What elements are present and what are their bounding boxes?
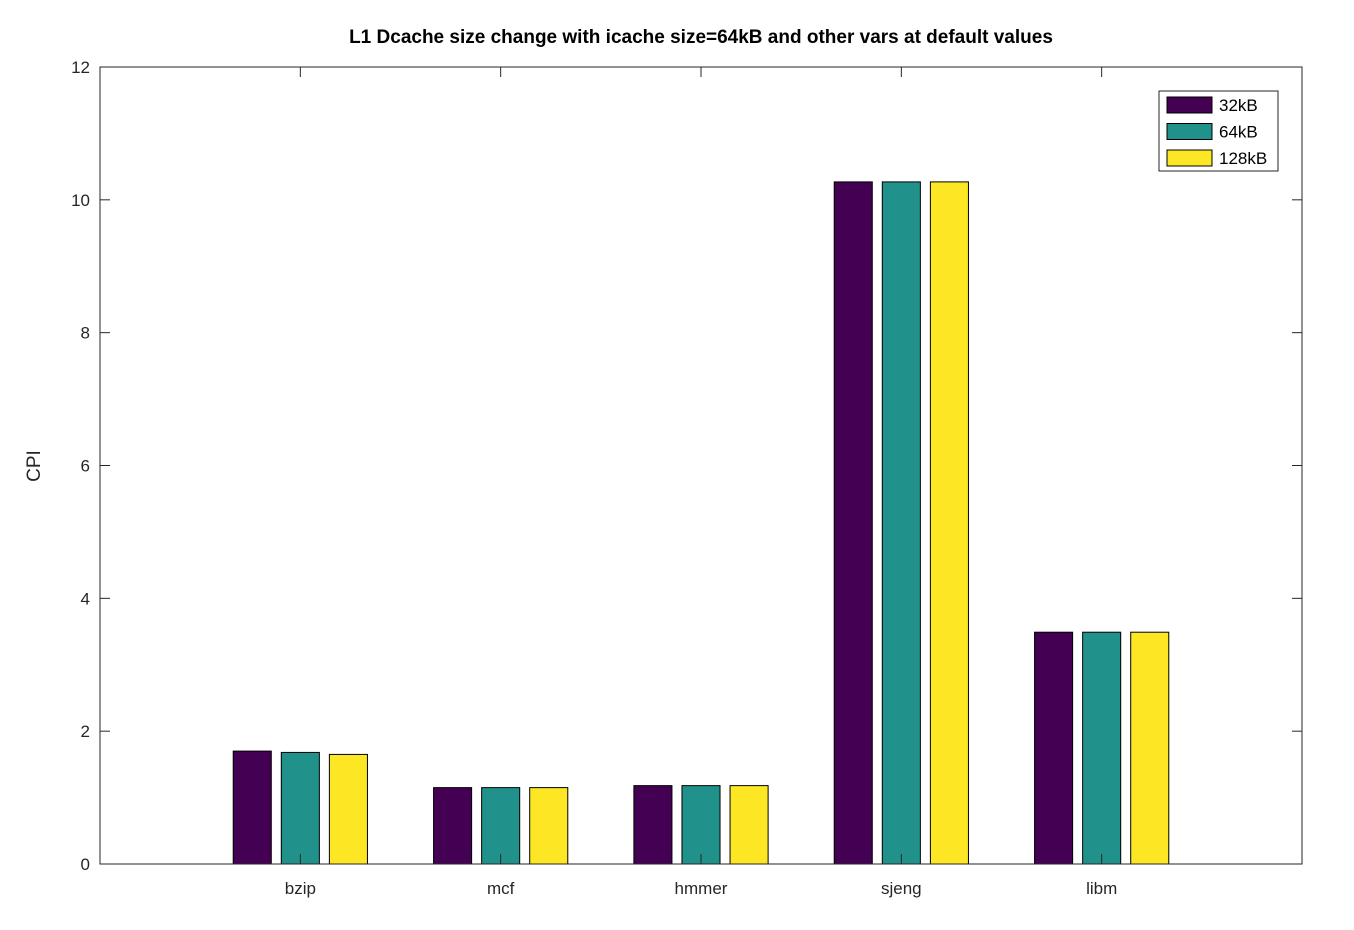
x-tick-label: sjeng <box>881 879 922 898</box>
y-tick-label: 6 <box>81 457 90 476</box>
bar-libm-32kB <box>1034 631 1074 865</box>
bar-hmmer-128kB <box>729 785 769 865</box>
legend: 32kB 64kB 128kB <box>1158 90 1279 172</box>
y-tick-label: 8 <box>81 324 90 343</box>
bar-sjeng-128kB <box>929 181 969 865</box>
bar-hmmer-64kB <box>681 785 721 865</box>
bar-mcf-64kB <box>481 787 521 865</box>
bar-libm-128kB <box>1130 631 1170 865</box>
bar-hmmer-32kB <box>633 785 673 865</box>
legend-swatch-64kB <box>1166 123 1213 140</box>
chart-title: L1 Dcache size change with icache size=6… <box>349 27 1053 48</box>
legend-label-64kB: 64kB <box>1219 123 1258 142</box>
y-tick-label: 0 <box>81 855 90 874</box>
x-tick-label: hmmer <box>675 879 728 898</box>
legend-swatch-32kB <box>1166 96 1213 114</box>
x-tick-label: bzip <box>285 879 316 898</box>
bar-mcf-128kB <box>529 787 569 865</box>
legend-label-32kB: 32kB <box>1219 96 1258 115</box>
y-tick-label: 4 <box>81 589 90 608</box>
y-tick-label: 12 <box>71 58 90 77</box>
ticks-group: bzip mcf hmmer sjeng libm 0 2 4 6 8 10 12 <box>71 58 1302 898</box>
bars-group <box>232 181 1170 865</box>
bar-bzip-64kB <box>280 751 320 865</box>
legend-label-128kB: 128kB <box>1219 149 1267 168</box>
legend-swatch-128kB <box>1166 149 1213 167</box>
y-tick-label: 2 <box>81 722 90 741</box>
x-tick-label: mcf <box>487 879 515 898</box>
plot-area-border <box>99 66 1303 865</box>
bar-bzip-128kB <box>328 753 368 865</box>
y-tick-label: 10 <box>71 191 90 210</box>
x-tick-label: libm <box>1086 879 1117 898</box>
bar-sjeng-32kB <box>833 181 873 865</box>
y-axis-label: CPI <box>24 450 45 482</box>
bar-sjeng-64kB <box>881 181 921 865</box>
bar-libm-64kB <box>1082 631 1122 865</box>
bar-bzip-32kB <box>232 750 272 865</box>
bar-mcf-32kB <box>433 787 473 865</box>
